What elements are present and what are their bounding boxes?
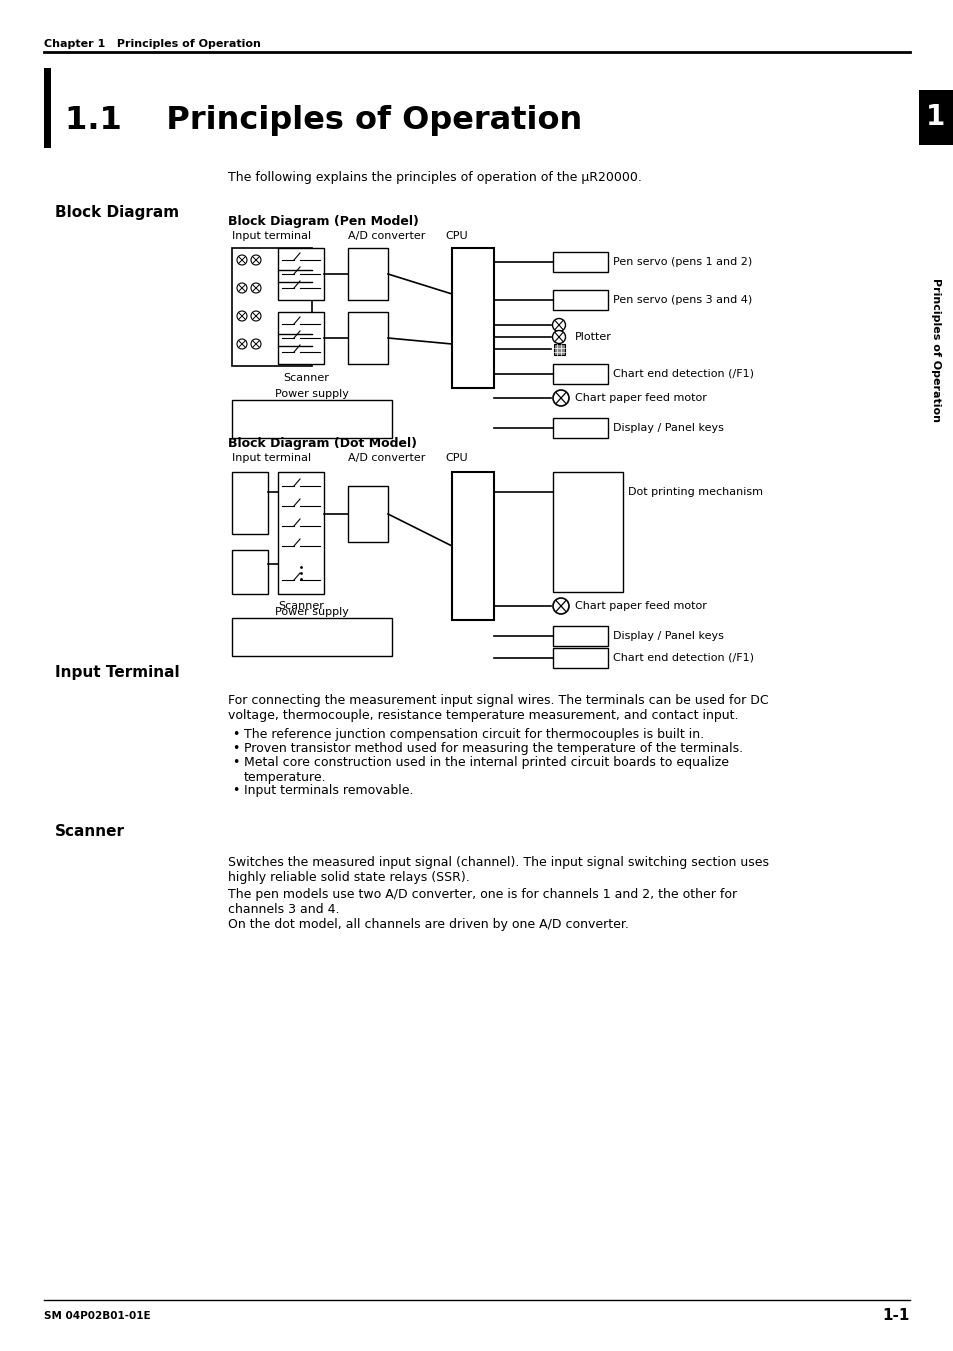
Circle shape <box>251 339 261 349</box>
Bar <box>452 249 494 388</box>
Circle shape <box>251 255 261 265</box>
Text: SM 04P02B01-01E: SM 04P02B01-01E <box>44 1310 151 1321</box>
Text: Metal core construction used in the internal printed circuit boards to equalize
: Metal core construction used in the inte… <box>244 757 728 784</box>
Bar <box>554 345 564 355</box>
Bar <box>277 471 324 594</box>
Text: CPU: CPU <box>444 231 467 240</box>
Circle shape <box>553 598 568 613</box>
Text: Chart paper feed motor: Chart paper feed motor <box>575 601 706 611</box>
Text: On the dot model, all channels are driven by one A/D converter.: On the dot model, all channels are drive… <box>228 917 628 931</box>
Text: Pen servo (pens 3 and 4): Pen servo (pens 3 and 4) <box>613 295 752 305</box>
Text: Input terminal: Input terminal <box>232 231 311 240</box>
Bar <box>348 249 388 300</box>
Bar <box>553 471 622 592</box>
Bar <box>553 253 607 272</box>
Text: Plotter: Plotter <box>575 332 611 342</box>
Text: Input Terminal: Input Terminal <box>55 665 179 680</box>
Bar <box>553 626 607 646</box>
Text: Dot printing mechanism: Dot printing mechanism <box>627 486 762 497</box>
Circle shape <box>251 311 261 322</box>
Text: Power supply: Power supply <box>274 389 349 399</box>
Bar <box>918 91 953 145</box>
Bar <box>553 648 607 667</box>
Bar <box>232 249 312 366</box>
Circle shape <box>552 319 565 331</box>
Circle shape <box>236 311 247 322</box>
Text: •: • <box>232 728 239 740</box>
Bar <box>452 471 494 620</box>
Text: Principles of Operation: Principles of Operation <box>930 278 940 422</box>
Bar <box>553 363 607 384</box>
Bar <box>232 400 392 438</box>
Text: CPU: CPU <box>444 453 467 463</box>
Bar <box>232 471 268 534</box>
Text: 1.1    Principles of Operation: 1.1 Principles of Operation <box>65 104 581 135</box>
Text: A/D converter: A/D converter <box>348 231 425 240</box>
Text: Chart paper feed motor: Chart paper feed motor <box>575 393 706 403</box>
Text: Chart end detection (/F1): Chart end detection (/F1) <box>613 653 753 663</box>
Text: Display / Panel keys: Display / Panel keys <box>613 631 723 640</box>
Text: The pen models use two A/D converter, one is for channels 1 and 2, the other for: The pen models use two A/D converter, on… <box>228 888 737 916</box>
Text: Input terminal: Input terminal <box>232 453 311 463</box>
Bar <box>553 417 607 438</box>
Bar <box>232 550 268 594</box>
Text: Chapter 1   Principles of Operation: Chapter 1 Principles of Operation <box>44 39 260 49</box>
Circle shape <box>552 331 565 343</box>
Text: A/D converter: A/D converter <box>348 453 425 463</box>
Text: Chart end detection (/F1): Chart end detection (/F1) <box>613 369 753 380</box>
Text: Block Diagram (Dot Model): Block Diagram (Dot Model) <box>228 438 416 450</box>
Text: Scanner: Scanner <box>55 824 125 839</box>
Text: •: • <box>232 757 239 769</box>
Bar <box>232 617 392 657</box>
Text: For connecting the measurement input signal wires. The terminals can be used for: For connecting the measurement input sig… <box>228 694 768 721</box>
Text: Display / Panel keys: Display / Panel keys <box>613 423 723 434</box>
Text: •: • <box>232 784 239 797</box>
Circle shape <box>236 339 247 349</box>
Text: The following explains the principles of operation of the μR20000.: The following explains the principles of… <box>228 172 641 185</box>
Text: 1: 1 <box>925 103 944 131</box>
Text: Input terminals removable.: Input terminals removable. <box>244 784 413 797</box>
Text: Power supply: Power supply <box>274 607 349 617</box>
Bar <box>277 312 324 363</box>
Bar <box>44 68 51 149</box>
Circle shape <box>251 282 261 293</box>
Circle shape <box>236 255 247 265</box>
Text: Scanner: Scanner <box>283 373 329 382</box>
Bar <box>348 486 388 542</box>
Text: Pen servo (pens 1 and 2): Pen servo (pens 1 and 2) <box>613 257 752 267</box>
Text: Switches the measured input signal (channel). The input signal switching section: Switches the measured input signal (chan… <box>228 857 768 884</box>
Bar <box>348 312 388 363</box>
Text: Proven transistor method used for measuring the temperature of the terminals.: Proven transistor method used for measur… <box>244 742 742 755</box>
Text: Block Diagram: Block Diagram <box>55 204 179 219</box>
Text: Scanner: Scanner <box>277 601 324 611</box>
Text: Block Diagram (Pen Model): Block Diagram (Pen Model) <box>228 216 418 228</box>
Bar <box>277 249 324 300</box>
Text: 1-1: 1-1 <box>882 1309 909 1324</box>
Circle shape <box>553 390 568 407</box>
Circle shape <box>236 282 247 293</box>
Text: •: • <box>232 742 239 755</box>
Text: The reference junction compensation circuit for thermocouples is built in.: The reference junction compensation circ… <box>244 728 703 740</box>
Bar <box>553 290 607 309</box>
